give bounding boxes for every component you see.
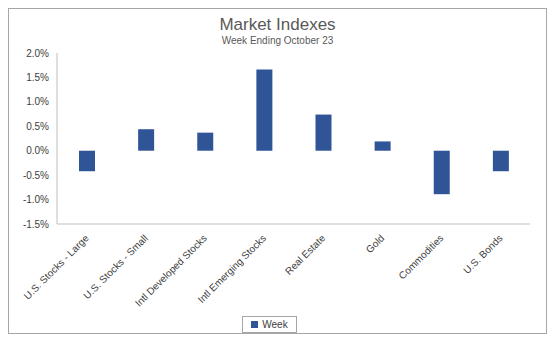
svg-text:-1.5%: -1.5% [23, 219, 49, 230]
svg-text:1.5%: 1.5% [26, 72, 49, 83]
svg-text:-1.0%: -1.0% [23, 194, 49, 205]
svg-text:Intl Emerging Stocks: Intl Emerging Stocks [196, 232, 269, 305]
html-text:Week Ending October 23: Week Ending October 23 [221, 35, 334, 46]
svg-text:1.0%: 1.0% [26, 96, 49, 107]
html-text:Market Indexes: Market Indexes [219, 15, 336, 34]
svg-text:Real Estate: Real Estate [283, 232, 328, 277]
svg-text:Gold: Gold [364, 232, 387, 255]
svg-text:U.S. Bonds: U.S. Bonds [461, 232, 505, 276]
html-text:Week: Week [262, 319, 288, 330]
svg-text:0.0%: 0.0% [26, 145, 49, 156]
svg-text:Commodities: Commodities [397, 232, 446, 281]
svg-text:U.S. Stocks - Small: U.S. Stocks - Small [81, 232, 150, 301]
svg-text:2.0%: 2.0% [26, 48, 49, 59]
svg-text:U.S. Stocks - Large: U.S. Stocks - Large [22, 232, 91, 301]
svg-text:Intl Developed Stocks: Intl Developed Stocks [132, 232, 210, 309]
svg-text:-0.5%: -0.5% [23, 170, 49, 181]
svg-text:0.5%: 0.5% [26, 121, 49, 132]
